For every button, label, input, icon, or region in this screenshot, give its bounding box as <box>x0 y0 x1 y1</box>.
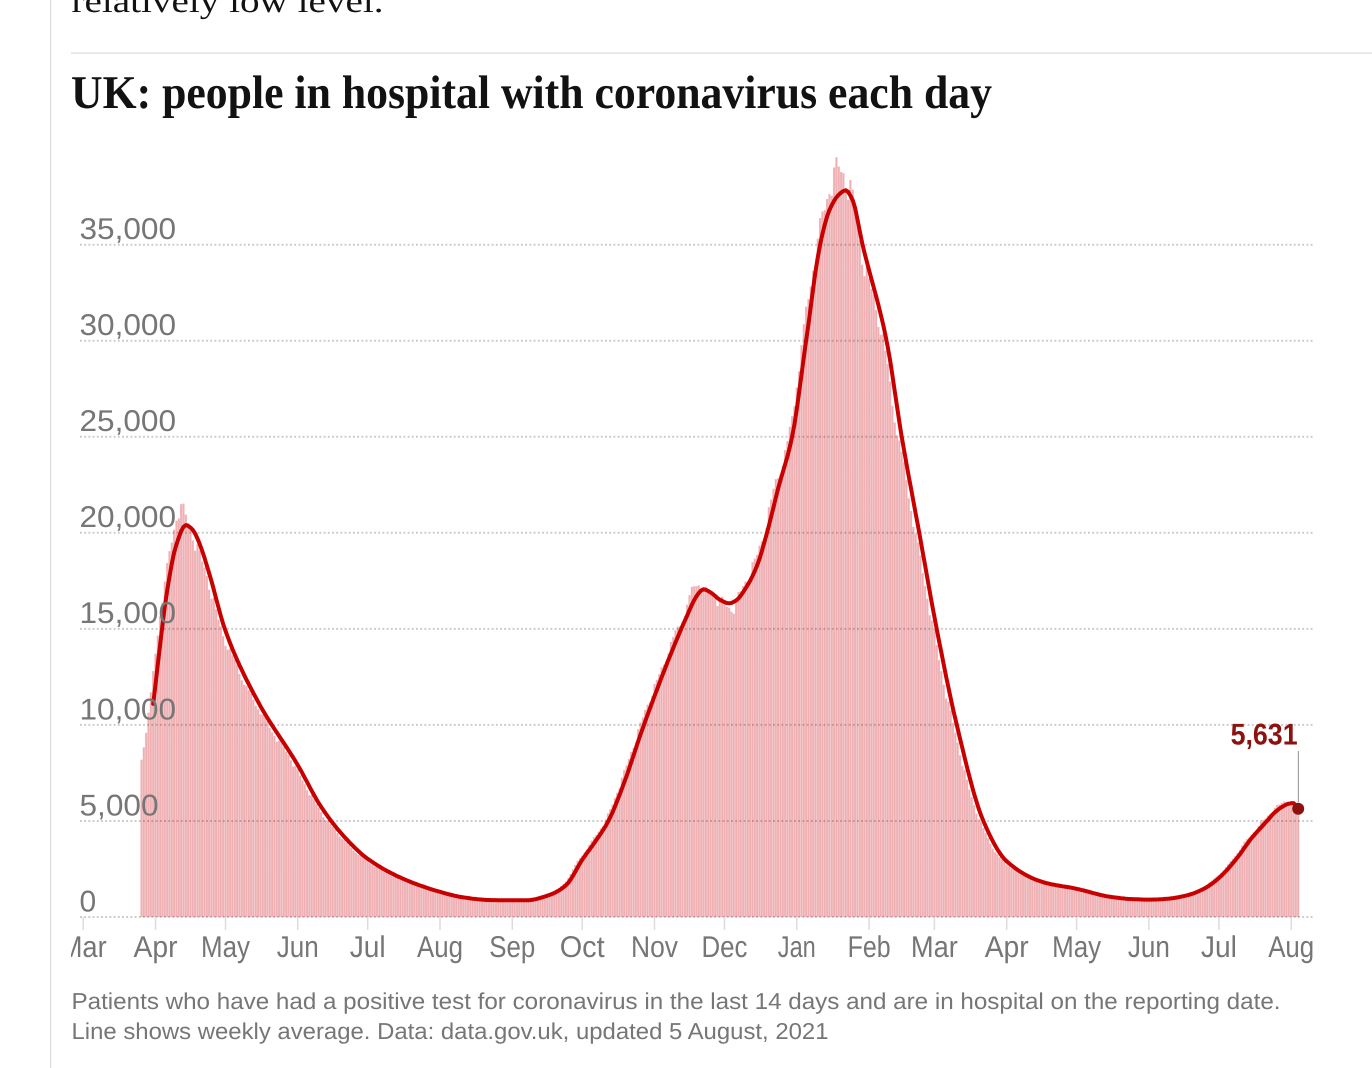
svg-text:May: May <box>1052 931 1101 964</box>
svg-text:Oct: Oct <box>560 931 606 964</box>
svg-text:Jul: Jul <box>1201 931 1237 964</box>
svg-text:Line shows weekly average. Dat: Line shows weekly average. Data: data.go… <box>72 1018 829 1044</box>
svg-text:Jun: Jun <box>1128 931 1170 964</box>
svg-text:Jul: Jul <box>350 931 386 964</box>
svg-text:UK: people in hospital with co: UK: people in hospital with coronavirus … <box>71 67 992 119</box>
svg-text:Jun: Jun <box>277 931 319 964</box>
svg-text:Feb: Feb <box>848 931 891 964</box>
svg-text:0: 0 <box>80 885 97 918</box>
svg-text:Nov: Nov <box>631 931 678 964</box>
svg-text:Apr: Apr <box>985 931 1029 964</box>
svg-text:Sep: Sep <box>489 931 535 964</box>
svg-text:5,631: 5,631 <box>1231 718 1298 751</box>
svg-text:35,000: 35,000 <box>80 213 177 246</box>
svg-text:Jan: Jan <box>778 931 816 964</box>
svg-text:15,000: 15,000 <box>80 597 177 630</box>
svg-text:relatively low level.: relatively low level. <box>72 0 384 20</box>
svg-text:Dec: Dec <box>702 931 748 964</box>
svg-text:Aug: Aug <box>1268 931 1314 964</box>
svg-text:Patients who have had a positi: Patients who have had a positive test fo… <box>72 988 1281 1014</box>
svg-text:30,000: 30,000 <box>80 309 177 342</box>
svg-text:10,000: 10,000 <box>80 693 177 726</box>
svg-text:Aug: Aug <box>417 931 463 964</box>
svg-text:Apr: Apr <box>134 931 178 964</box>
svg-text:20,000: 20,000 <box>80 501 177 534</box>
svg-text:May: May <box>201 931 250 964</box>
svg-text:Mar: Mar <box>911 931 958 964</box>
svg-text:5,000: 5,000 <box>80 789 159 822</box>
svg-text:25,000: 25,000 <box>80 405 177 438</box>
svg-text:Mar: Mar <box>60 931 107 964</box>
